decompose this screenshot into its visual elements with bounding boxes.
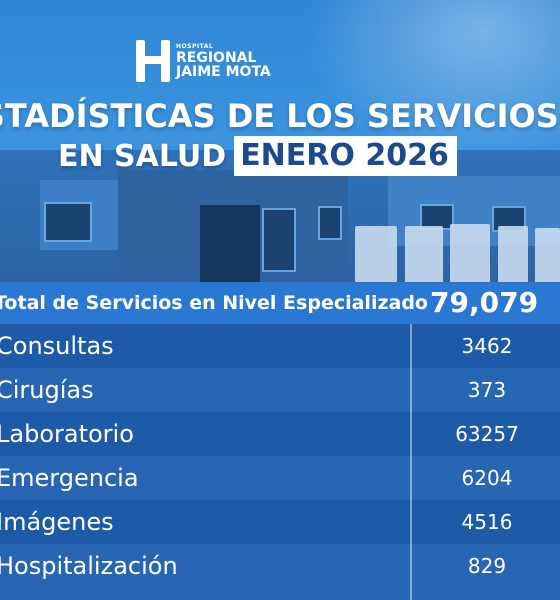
service-name: Consultas xyxy=(0,332,114,360)
service-value: 4516 xyxy=(461,510,513,534)
service-name: Cirugías xyxy=(0,376,94,404)
table-row: Emergencia 6204 xyxy=(0,456,560,500)
logo-text: HOSPITAL REGIONAL JAIME MOTA xyxy=(176,42,271,80)
hospital-h-logo-icon xyxy=(136,40,170,82)
hero-banner: HOSPITAL REGIONAL JAIME MOTA ESTADÍSTICA… xyxy=(0,0,560,282)
page-subtitle: EN SALUD ENERO 2026 xyxy=(58,136,457,176)
service-value: 829 xyxy=(467,554,507,578)
service-value: 373 xyxy=(467,378,507,402)
building-window xyxy=(318,206,342,240)
building-window xyxy=(262,208,296,272)
sky-glow xyxy=(300,0,560,160)
services-table: Consultas 3462 Cirugías 373 Laboratorio … xyxy=(0,324,560,600)
logo-line3: JAIME MOTA xyxy=(176,63,271,80)
page-title: ESTADÍSTICAS DE LOS SERVICIOS DE SALUD xyxy=(0,97,560,135)
service-name: Laboratorio xyxy=(0,420,134,448)
hospital-logo: HOSPITAL REGIONAL JAIME MOTA xyxy=(136,40,271,82)
total-label: Total de Servicios en Nivel Especializad… xyxy=(0,292,428,314)
service-value: 63257 xyxy=(455,422,519,446)
logo-line2: REGIONAL xyxy=(176,49,257,66)
column-divider xyxy=(410,324,412,600)
table-row: Consultas 3462 xyxy=(0,324,560,368)
service-name: Emergencia xyxy=(0,464,139,492)
monument-letter xyxy=(355,226,397,282)
period-badge: ENERO 2026 xyxy=(234,136,457,176)
service-name: Imágenes xyxy=(0,508,114,536)
monument-letter xyxy=(535,228,560,282)
table-row: Laboratorio 63257 xyxy=(0,412,560,456)
service-name: Hospitalización xyxy=(0,552,178,580)
logo-line1: HOSPITAL xyxy=(176,42,214,50)
total-value: 79,079 xyxy=(430,286,539,319)
monument-letter xyxy=(450,224,490,282)
total-services-bar: Total de Servicios en Nivel Especializad… xyxy=(0,282,560,324)
monument-letter xyxy=(405,226,443,282)
building-door xyxy=(200,205,260,282)
subtitle-text: EN SALUD xyxy=(58,138,227,174)
table-row: Hospitalización 829 xyxy=(0,544,560,600)
table-row: Imágenes 4516 xyxy=(0,500,560,544)
service-value: 3462 xyxy=(461,334,513,358)
building-window xyxy=(44,202,92,242)
service-value: 6204 xyxy=(461,466,513,490)
monument-letter xyxy=(498,226,528,282)
table-row: Cirugías 373 xyxy=(0,368,560,412)
